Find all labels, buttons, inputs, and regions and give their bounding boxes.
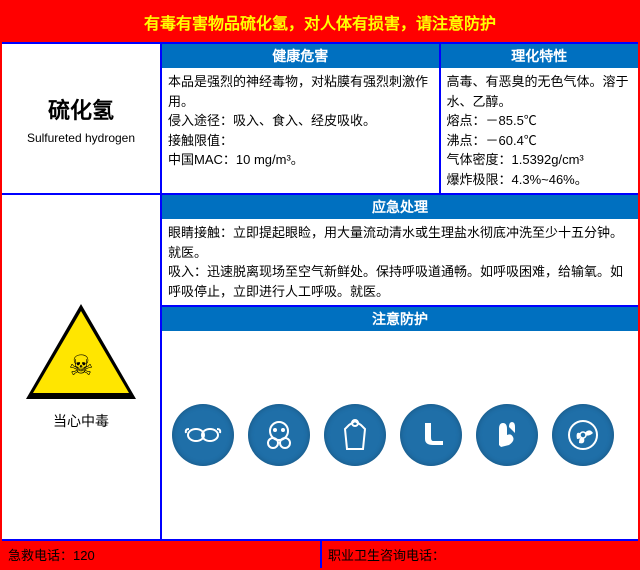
consult-phone-cell: 职业卫生咨询电话： xyxy=(322,541,638,568)
physical-header: 理化特性 xyxy=(441,44,639,68)
protection-header: 注意防护 xyxy=(162,307,638,331)
substance-name-cell: 硫化氢 Sulfureted hydrogen xyxy=(2,44,162,193)
emergency-phone-label: 急救电话： xyxy=(8,548,73,563)
card-title: 有毒有害物品硫化氢，对人体有损害，请注意防护 xyxy=(2,2,638,44)
safety-card: 有毒有害物品硫化氢，对人体有损害，请注意防护 硫化氢 Sulfureted hy… xyxy=(0,0,640,570)
hazard-sign-cell: ☠ 当心中毒 xyxy=(2,195,162,539)
substance-name-cn: 硫化氢 xyxy=(48,93,114,125)
emergency-phone-value: 120 xyxy=(73,548,95,563)
goggles-icon xyxy=(172,404,234,466)
physical-properties-column: 理化特性 高毒、有恶臭的无色气体。溶于水、乙醇。熔点：－85.5℃沸点：－60.… xyxy=(441,44,639,193)
protection-icons-row xyxy=(162,331,638,539)
suit-icon xyxy=(324,404,386,466)
consult-phone-label: 职业卫生咨询电话： xyxy=(328,548,445,563)
emergency-section: 应急处理 眼睛接触：立即提起眼睑，用大量流动清水或生理盐水彻底冲洗至少十五分钟。… xyxy=(162,195,638,307)
physical-body: 高毒、有恶臭的无色气体。溶于水、乙醇。熔点：－85.5℃沸点：－60.4℃气体密… xyxy=(441,68,639,193)
emergency-phone-cell: 急救电话：120 xyxy=(2,541,322,568)
health-hazard-column: 健康危害 本品是强烈的神经毒物，对粘膜有强烈刺激作用。侵入途径：吸入、食入、经皮… xyxy=(162,44,441,193)
row-header-info: 硫化氢 Sulfureted hydrogen 健康危害 本品是强烈的神经毒物，… xyxy=(2,44,638,195)
hazard-sign-label: 当心中毒 xyxy=(53,411,109,431)
row-mid: ☠ 当心中毒 应急处理 眼睛接触：立即提起眼睑，用大量流动清水或生理盐水彻底冲洗… xyxy=(2,195,638,541)
fan-icon xyxy=(552,404,614,466)
warning-triangle-icon: ☠ xyxy=(26,304,136,399)
skull-crossbones-icon: ☠ xyxy=(63,348,99,384)
gloves-icon xyxy=(476,404,538,466)
respirator-icon xyxy=(248,404,310,466)
health-header: 健康危害 xyxy=(162,44,439,68)
emergency-header: 应急处理 xyxy=(162,195,638,219)
boots-icon xyxy=(400,404,462,466)
footer-row: 急救电话：120 职业卫生咨询电话： xyxy=(2,541,638,568)
substance-name-en: Sulfureted hydrogen xyxy=(27,131,135,145)
health-body: 本品是强烈的神经毒物，对粘膜有强烈刺激作用。侵入途径：吸入、食入、经皮吸收。接触… xyxy=(162,68,439,193)
protection-section: 注意防护 xyxy=(162,307,638,539)
emergency-body: 眼睛接触：立即提起眼睑，用大量流动清水或生理盐水彻底冲洗至少十五分钟。就医。吸入… xyxy=(162,219,638,305)
